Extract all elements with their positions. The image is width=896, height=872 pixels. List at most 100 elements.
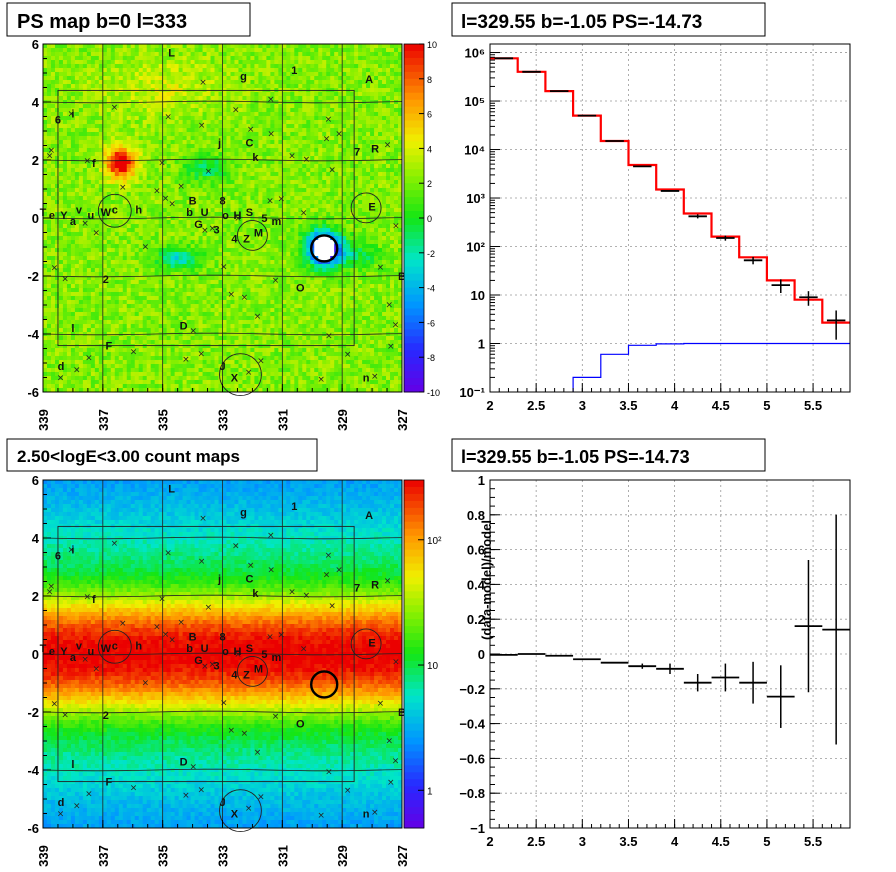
map-pixel xyxy=(318,184,323,189)
map-pixel xyxy=(146,120,152,125)
map-pixel xyxy=(98,180,104,185)
map-pixel xyxy=(70,192,76,197)
map-pixel xyxy=(278,124,283,129)
map-pixel xyxy=(94,52,100,57)
map-pixel xyxy=(210,92,215,97)
map-pixel xyxy=(314,260,319,265)
map-pixel xyxy=(330,84,335,89)
map-pixel xyxy=(266,212,271,217)
map-pixel xyxy=(102,120,108,125)
map-pixel xyxy=(130,52,136,57)
map-pixel xyxy=(382,104,387,109)
map-pixel xyxy=(250,220,255,225)
map-pixel xyxy=(174,44,180,49)
map-pixel xyxy=(278,172,283,177)
map-pixel xyxy=(186,100,191,105)
map-pixel xyxy=(110,52,116,57)
map-pixel xyxy=(186,168,191,173)
map-pixel xyxy=(286,252,291,257)
map-pixel xyxy=(322,108,327,113)
map-pixel xyxy=(226,60,231,65)
map-pixel xyxy=(150,184,156,189)
map-pixel xyxy=(86,264,92,269)
map-pixel xyxy=(214,188,219,193)
map-pixel xyxy=(366,180,371,185)
map-pixel xyxy=(250,80,255,85)
map-pixel xyxy=(370,76,375,81)
map-pixel xyxy=(382,212,387,217)
map-pixel xyxy=(146,176,152,181)
map-pixel xyxy=(74,236,80,241)
map-pixel xyxy=(342,60,347,65)
map-pixel xyxy=(298,68,303,73)
map-pixel xyxy=(326,204,331,209)
map-pixel xyxy=(98,60,104,65)
map-pixel xyxy=(310,108,315,113)
map-pixel xyxy=(126,80,132,85)
map-pixel xyxy=(130,164,136,169)
map-pixel xyxy=(258,84,263,89)
map-pixel xyxy=(158,204,164,209)
map-pixel xyxy=(146,228,152,233)
map-pixel xyxy=(82,60,88,65)
map-pixel xyxy=(250,212,255,217)
map-pixel xyxy=(86,228,92,233)
map-pixel xyxy=(202,176,207,181)
map-pixel xyxy=(110,220,116,225)
map-pixel xyxy=(330,108,335,113)
map-pixel xyxy=(386,208,391,213)
map-pixel xyxy=(234,144,239,149)
map-pixel xyxy=(326,52,331,57)
map-pixel xyxy=(386,172,391,177)
map-pixel xyxy=(346,60,351,65)
map-pixel xyxy=(134,252,140,257)
map-pixel xyxy=(138,172,144,177)
map-pixel xyxy=(178,108,184,113)
map-pixel xyxy=(50,160,56,165)
map-pixel xyxy=(62,104,68,109)
map-pixel xyxy=(310,208,315,213)
map-pixel xyxy=(114,152,120,157)
map-pixel xyxy=(142,60,148,65)
map-pixel xyxy=(362,104,367,109)
map-pixel xyxy=(350,156,355,161)
map-pixel xyxy=(258,52,263,57)
map-pixel xyxy=(362,64,367,69)
map-pixel xyxy=(366,228,371,233)
map-pixel xyxy=(362,208,367,213)
map-pixel xyxy=(202,240,207,245)
map-pixel xyxy=(194,240,199,245)
map-pixel xyxy=(282,104,287,109)
map-pixel xyxy=(286,76,291,81)
map-pixel xyxy=(106,232,112,237)
map-pixel xyxy=(338,144,343,149)
map-pixel xyxy=(338,56,343,61)
map-pixel xyxy=(362,200,367,205)
map-pixel xyxy=(378,152,383,157)
map-pixel xyxy=(46,132,52,137)
map-pixel xyxy=(362,204,367,209)
map-pixel xyxy=(166,136,172,141)
map-pixel xyxy=(298,108,303,113)
map-pixel xyxy=(43,84,48,89)
map-pixel xyxy=(314,80,319,85)
map-pixel xyxy=(290,84,295,89)
map-pixel xyxy=(98,156,104,161)
map-pixel xyxy=(226,92,231,97)
map-pixel xyxy=(102,60,108,65)
map-pixel xyxy=(130,60,136,65)
map-pixel xyxy=(230,220,235,225)
map-pixel xyxy=(130,240,136,245)
map-pixel xyxy=(362,164,367,169)
map-pixel xyxy=(170,260,176,265)
map-pixel xyxy=(386,260,391,265)
map-pixel xyxy=(238,236,243,241)
map-pixel xyxy=(334,148,339,153)
map-pixel xyxy=(226,192,231,197)
map-pixel xyxy=(146,76,152,81)
map-pixel xyxy=(66,72,72,77)
map-pixel xyxy=(370,120,375,125)
map-pixel xyxy=(314,232,319,237)
map-pixel xyxy=(290,116,295,121)
map-pixel xyxy=(146,180,152,185)
